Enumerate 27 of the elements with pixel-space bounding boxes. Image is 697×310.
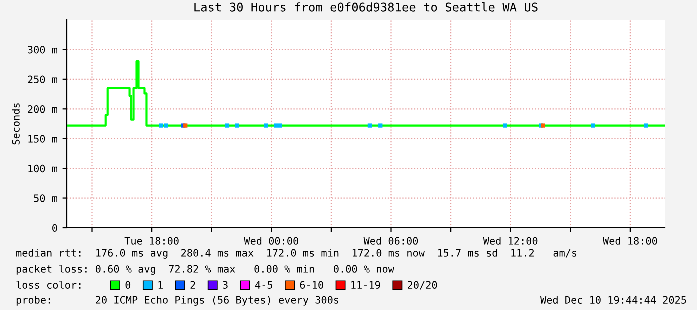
text: packet loss: 0.60 % avg 72.82 % max 0.00 % min 0.00 % now (16, 265, 394, 275)
y-tick-label: 250 m (28, 76, 58, 84)
legend-label: 20/20 (408, 281, 438, 290)
y-tick-label: 150 m (28, 135, 58, 143)
x-tick-label: Wed 00:00 (244, 237, 298, 245)
x-tick-label: Wed 12:00 (483, 237, 538, 245)
legend-label: 0 (126, 281, 131, 289)
x-tick-label: Tue 18:00 (124, 237, 179, 245)
text: median rtt: 176.0 ms avg 280.4 ms max 172.0 ms min 172.0 ms now 15.7 ms sd 11.2 am/s (16, 249, 577, 259)
x-tick-label: Wed 18:00 (602, 237, 658, 245)
y-tick-label: 50 m (34, 194, 58, 202)
text: Wed Dec 10 19:44:44 2025 (540, 296, 686, 304)
y-tick-label: 300 m (28, 46, 58, 54)
legend-title: loss color: (16, 281, 81, 289)
y-axis-title: Seconds (12, 104, 20, 145)
x-tick-label: Wed 06:00 (364, 237, 418, 245)
y-tick-label: 0 (52, 224, 58, 232)
legend-label: 2 (190, 281, 196, 289)
legend-label: 11-19 (352, 281, 380, 289)
legend-label: 6-10 (300, 281, 324, 289)
legend-label: 3 (223, 281, 228, 289)
legend-label: 1 (158, 281, 163, 289)
y-tick-label: 200 m (28, 105, 58, 114)
y-tick-label: 100 m (28, 164, 58, 173)
text: probe: 20 ICMP Echo Pings (56 Bytes) every 300s (16, 296, 339, 306)
legend-label: 4-5 (255, 281, 272, 289)
chart-title: Last 30 Hours from e0f06d9381ee to Seattle WA US (194, 2, 538, 12)
